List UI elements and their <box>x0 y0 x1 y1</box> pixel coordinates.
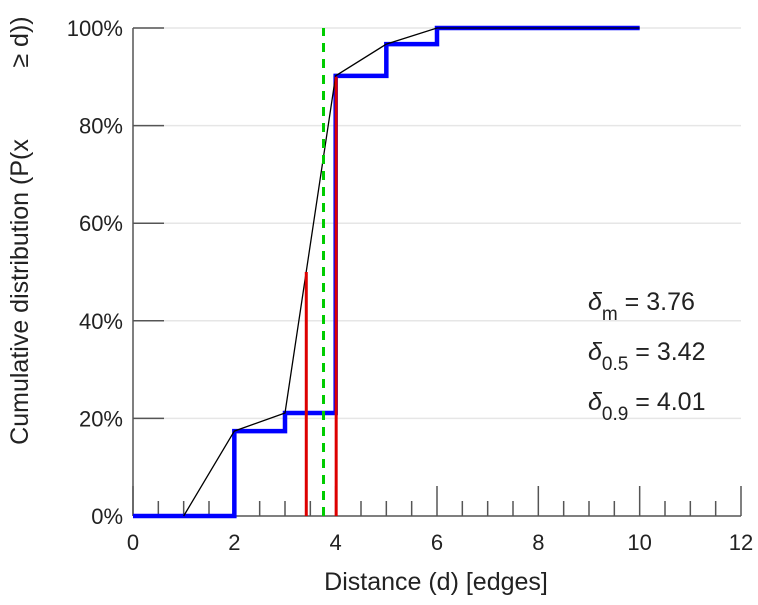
x-tick-label: 12 <box>729 530 753 555</box>
x-tick-label: 2 <box>228 530 240 555</box>
series-interpolated-cdf <box>183 27 640 517</box>
x-axis-label: Distance (d) [edges] <box>324 568 548 596</box>
x-tick-label: 10 <box>627 530 651 555</box>
y-tick-label: 20% <box>79 406 123 431</box>
x-tick-label: 4 <box>330 530 342 555</box>
y-tick-label: 60% <box>79 211 123 236</box>
y-tick-label: 40% <box>79 309 123 334</box>
annotation-m: δm = 3.76 <box>588 288 695 325</box>
y-axis-label: Cumulative distribution (P(x <box>6 139 34 445</box>
x-tick-label: 0 <box>127 530 139 555</box>
series-step-cdf <box>133 25 640 519</box>
x-tick-label: 8 <box>532 530 544 555</box>
y-axis-label-cont: ≥ d)) <box>6 16 34 67</box>
x-tick-label: 6 <box>431 530 443 555</box>
annotation-0.5: δ0.5 = 3.42 <box>588 338 705 375</box>
y-tick-label: 0% <box>91 504 123 529</box>
annotation-0.9: δ0.9 = 4.01 <box>588 388 705 425</box>
y-tick-label: 100% <box>67 16 123 41</box>
y-tick-label: 80% <box>79 114 123 139</box>
